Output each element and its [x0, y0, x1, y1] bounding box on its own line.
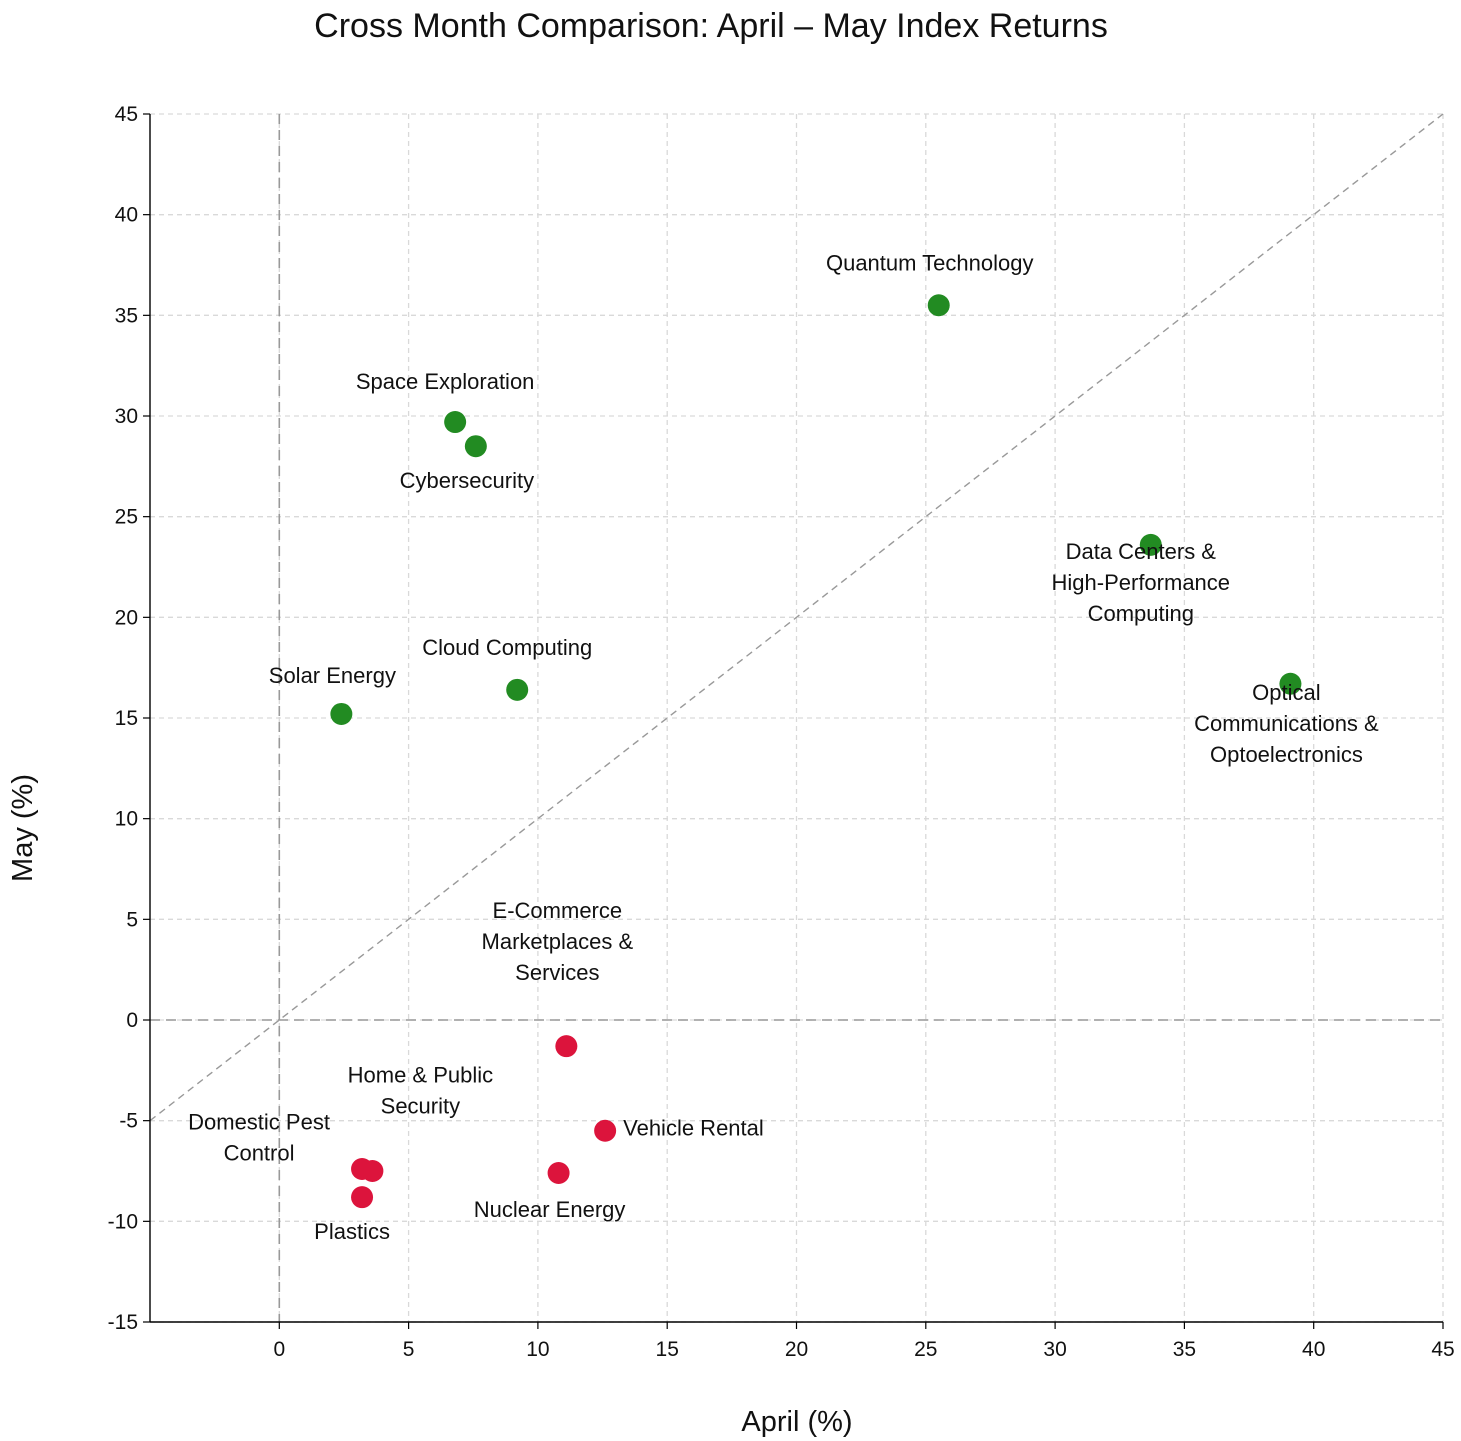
y-tick-label: 30	[115, 405, 138, 428]
x-tick-label: 5	[403, 1338, 415, 1361]
point-label: Space Exploration	[356, 369, 535, 394]
point-label: Vehicle Rental	[623, 1116, 764, 1141]
x-tick-label: 15	[656, 1338, 679, 1361]
data-point	[1139, 533, 1162, 556]
point-label: Domestic Pest Control	[188, 1109, 330, 1165]
point-label: Optical Communications & Optoelectronics	[1194, 680, 1379, 767]
y-tick-label: 25	[115, 506, 138, 529]
data-point	[351, 1186, 374, 1209]
point-label-line: Quantum Technology	[826, 250, 1034, 275]
y-axis-title: May (%)	[7, 774, 39, 882]
data-point	[927, 294, 950, 317]
y-tick-label: 20	[115, 606, 138, 629]
x-tick-label: 10	[526, 1338, 549, 1361]
y-tick-label: 40	[115, 204, 138, 227]
data-point	[594, 1119, 617, 1142]
data-point	[330, 702, 353, 725]
point-label-line: Nuclear Energy	[474, 1197, 626, 1222]
point-label: Data Centers & High-Performance Computing	[1052, 539, 1231, 626]
point-label-line: Optoelectronics	[1210, 742, 1363, 767]
point-labels: Quantum Technology Space Exploration Cyber…	[188, 250, 1379, 1244]
x-tick-label: 35	[1173, 1338, 1196, 1361]
point-label-line: Space Exploration	[356, 369, 535, 394]
point-label-line: Marketplaces &	[482, 929, 634, 954]
chart-title: Cross Month Comparison: April – May Inde…	[314, 7, 1108, 45]
y-tick-label: 10	[115, 808, 138, 831]
point-label-line: Home & Public	[348, 1063, 494, 1088]
point-label: E-Commerce Marketplaces & Services	[482, 898, 634, 985]
y-tick-label: 45	[115, 103, 138, 126]
data-point	[351, 1157, 374, 1180]
y-tick-label: 0	[126, 1009, 138, 1032]
data-point	[547, 1162, 570, 1185]
point-label-line: Control	[224, 1140, 295, 1165]
x-tick-label: 0	[273, 1338, 285, 1361]
point-label-line: Communications &	[1194, 711, 1379, 736]
point-label: Solar Energy	[269, 663, 396, 688]
x-tick-label: 45	[1431, 1338, 1454, 1361]
point-label-line: Solar Energy	[269, 663, 396, 688]
point-label: Plastics	[314, 1219, 390, 1244]
y-tick-label: -10	[108, 1210, 138, 1233]
point-label-line: Plastics	[314, 1219, 390, 1244]
point-label-line: Optical	[1252, 680, 1320, 705]
y-tick-label: -5	[119, 1110, 138, 1133]
point-label: Quantum Technology	[826, 250, 1034, 275]
point-label-line: Vehicle Rental	[623, 1116, 764, 1141]
data-point	[555, 1035, 578, 1058]
x-tick-label: 20	[785, 1338, 808, 1361]
point-label-line: Domestic Pest	[188, 1109, 330, 1134]
x-tick-label: 25	[914, 1338, 937, 1361]
point-label: Nuclear Energy	[474, 1197, 626, 1222]
data-point	[1279, 672, 1302, 695]
diagonal-line	[149, 113, 1444, 1122]
point-label-line: Security	[381, 1094, 460, 1119]
y-tick-label: -15	[108, 1311, 138, 1334]
point-label-line: Cloud Computing	[422, 635, 592, 660]
x-tick-label: 40	[1302, 1338, 1325, 1361]
point-label: Cybersecurity	[400, 468, 534, 493]
point-label-line: Services	[515, 960, 599, 985]
x-tick-label: 30	[1043, 1338, 1066, 1361]
y-tick-label: 5	[126, 908, 138, 931]
y-tick-label: 35	[115, 304, 138, 327]
data-point	[506, 678, 529, 701]
point-label: Home & Public Security	[348, 1063, 494, 1119]
point-label-line: Computing	[1088, 601, 1194, 626]
data-points	[330, 294, 1302, 1209]
data-point	[444, 411, 467, 434]
reference-lines	[149, 113, 1444, 1322]
y-tick-label: 15	[115, 707, 138, 730]
point-label-line: E-Commerce	[493, 898, 623, 923]
axes: 0 5 10 15 20 25 30 35 40 45 -15 -10 -5 0 5 10 15 20 25 30 35…	[108, 103, 1455, 1361]
x-axis-title: April (%)	[741, 1406, 852, 1438]
point-label-line: Data Centers &	[1066, 539, 1217, 564]
grid	[150, 113, 1444, 1323]
point-label-line: High-Performance	[1052, 570, 1231, 595]
point-label-line: Cybersecurity	[400, 468, 534, 493]
data-point	[464, 435, 487, 458]
point-label: Cloud Computing	[422, 635, 592, 660]
